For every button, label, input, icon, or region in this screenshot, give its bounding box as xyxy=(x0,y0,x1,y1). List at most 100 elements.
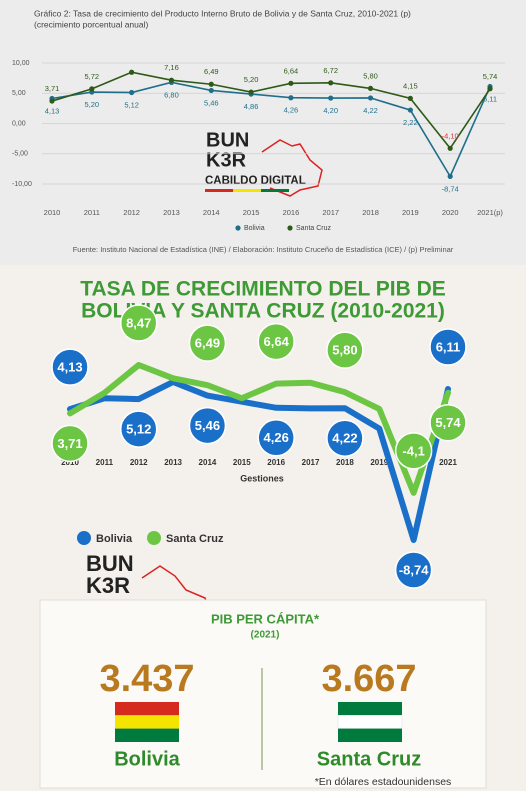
data-label: 6,11 xyxy=(483,95,497,104)
data-label: 6,49 xyxy=(195,336,220,351)
chart-title: Gráfico 2: Tasa de crecimiento del Produ… xyxy=(34,8,411,18)
chart-subtitle: (crecimiento porcentual anual) xyxy=(34,19,149,29)
data-label: 4,22 xyxy=(363,106,378,115)
y-tick-label: 0,00 xyxy=(12,120,26,127)
series-line xyxy=(51,81,491,179)
point xyxy=(288,95,294,101)
data-label: 5,12 xyxy=(126,422,151,437)
x-tick-label: 2016 xyxy=(267,458,285,467)
x-tick-label: 2010 xyxy=(61,458,79,467)
x-tick-label: 2017 xyxy=(302,458,320,467)
x-tick-label: 2014 xyxy=(203,208,220,217)
point xyxy=(407,95,413,101)
bubble xyxy=(394,432,433,470)
legend-label: Santa Cruz xyxy=(296,225,332,232)
y-tick-label: 5,00 xyxy=(12,90,26,97)
data-label: 5,20 xyxy=(244,75,259,84)
x-tick-label: 2019 xyxy=(370,458,388,467)
bubble xyxy=(119,410,158,448)
x-tick-label: 2011 xyxy=(84,208,100,217)
x-tick-label: 2012 xyxy=(130,458,148,467)
x-tick-label: 2017 xyxy=(322,208,339,217)
flag-stripe xyxy=(261,189,289,192)
data-label: 6,72 xyxy=(323,66,338,75)
data-label: 7,16 xyxy=(164,63,179,72)
legend-label: Santa Cruz xyxy=(166,533,224,545)
point xyxy=(208,81,214,87)
per-capita: PIB PER CÁPITA* (2021) 3.437 Bolivia 3.6… xyxy=(39,599,487,789)
data-label: 4,26 xyxy=(284,106,299,115)
footnote: *En dólares estadounidenses xyxy=(315,776,452,788)
legend-marker xyxy=(77,531,91,545)
x-tick-label: 2019 xyxy=(402,208,419,217)
point xyxy=(288,80,294,86)
point xyxy=(129,69,135,75)
point xyxy=(407,107,413,113)
point xyxy=(447,145,453,151)
data-label: 3,71 xyxy=(45,84,60,93)
data-label: -4,1 xyxy=(402,443,424,458)
infographic-title: TASA DE CRECIMIENTO DEL PIB DE xyxy=(80,278,446,301)
x-tick-label: 2015 xyxy=(243,208,260,217)
data-label: 5,20 xyxy=(85,100,100,109)
x-axis-label: Gestiones xyxy=(240,473,284,483)
x-tick-label: 2021(p) xyxy=(477,208,503,217)
bubble xyxy=(326,419,364,457)
bubble xyxy=(429,328,467,366)
data-label: 5,46 xyxy=(204,98,219,107)
data-label: 4,13 xyxy=(57,360,82,375)
data-label: 4,13 xyxy=(45,106,60,115)
legend-marker xyxy=(287,225,293,231)
data-label: 5,46 xyxy=(195,418,220,433)
per-capita-value: 3.667 xyxy=(321,658,416,700)
point xyxy=(208,87,214,94)
data-label: 5,12 xyxy=(124,101,139,110)
data-label: 5,80 xyxy=(363,71,378,80)
x-tick-label: 2018 xyxy=(362,208,379,217)
data-label: 6,64 xyxy=(264,334,290,349)
logo-tagline: CABILDO DIGITAL xyxy=(205,175,306,187)
bubble xyxy=(51,424,89,463)
point xyxy=(168,77,175,83)
legend-label: Bolivia xyxy=(244,225,265,232)
data-label: 6,80 xyxy=(164,90,179,99)
x-tick-label: 2012 xyxy=(123,208,140,217)
series-line xyxy=(67,362,451,496)
logo-text: K3R xyxy=(206,149,247,171)
source: Fuente: Instituto Nacional de Estadístic… xyxy=(73,245,454,254)
bubble xyxy=(51,348,89,386)
data-label: 6,64 xyxy=(284,66,299,75)
data-label: 4,26 xyxy=(264,430,289,445)
data-label: -4,10 xyxy=(442,131,459,140)
bubble xyxy=(326,331,364,369)
data-label: 3,71 xyxy=(57,436,82,451)
x-tick-label: 2013 xyxy=(163,208,180,217)
map-outline xyxy=(261,139,323,197)
flag-stripe xyxy=(205,189,233,192)
data-label: -8,74 xyxy=(442,184,459,193)
bubble xyxy=(188,324,227,362)
legend-marker xyxy=(147,531,161,545)
point xyxy=(49,98,55,104)
point xyxy=(367,95,374,101)
point xyxy=(487,86,493,92)
y-tick-label: -5,00 xyxy=(12,151,28,158)
bubble xyxy=(429,404,467,442)
legend-marker xyxy=(235,225,241,231)
x-tick-label: 2021 xyxy=(439,458,457,467)
legend-label: Bolivia xyxy=(96,533,133,545)
x-tick-label: 2016 xyxy=(283,208,300,217)
point xyxy=(328,80,334,86)
data-label: 6,49 xyxy=(204,67,219,76)
per-capita-name: Bolivia xyxy=(114,748,180,770)
x-tick-label: 2018 xyxy=(336,458,354,467)
data-label: 5,72 xyxy=(85,72,100,81)
data-label: 5,74 xyxy=(435,415,461,430)
flag xyxy=(115,702,179,716)
per-capita-year: (2021) xyxy=(251,630,280,641)
logo-text: BUN xyxy=(206,129,249,151)
point xyxy=(89,86,95,92)
series-line xyxy=(67,378,451,543)
per-capita-title: PIB PER CÁPITA* xyxy=(211,611,320,626)
